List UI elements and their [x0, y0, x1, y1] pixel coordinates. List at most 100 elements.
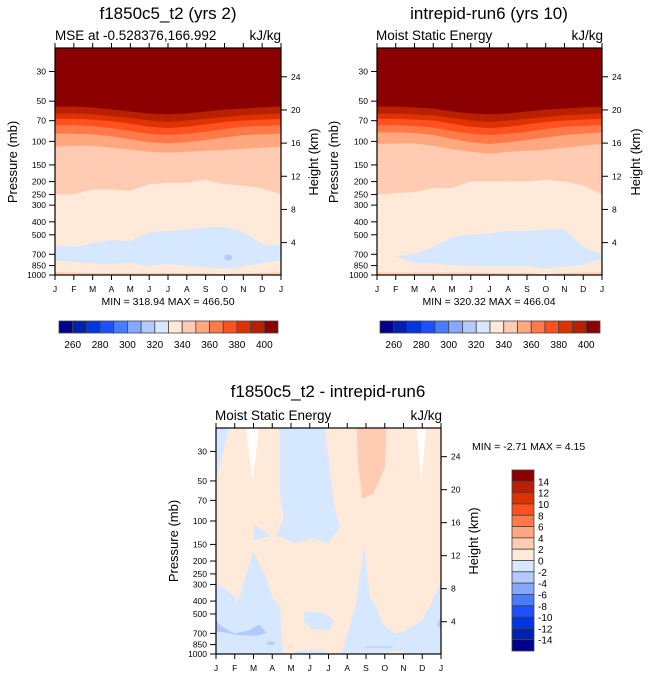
y-right-tick-label: 4 [451, 617, 456, 627]
colorbar-label: 280 [413, 340, 430, 351]
y-right-tick-label: 4 [291, 238, 296, 248]
x-tick-label: O [221, 284, 228, 294]
colorbar-swatch [475, 320, 491, 334]
x-tick-label: S [363, 663, 369, 673]
contour-band [377, 272, 602, 275]
x-tick-label: A [505, 284, 511, 294]
x-tick-label: F [232, 663, 237, 673]
y-axis-label: Pressure (mb) [5, 121, 20, 203]
colorbar-swatch [489, 320, 505, 334]
x-tick-label: M [448, 284, 455, 294]
colorbar-label: 8 [538, 511, 544, 522]
colorbar-swatch [181, 320, 197, 334]
colorbar-swatch [85, 320, 101, 334]
left-string: Moist Static Energy [215, 408, 332, 423]
x-tick-label: A [184, 284, 190, 294]
colorbar-label: -12 [538, 624, 553, 635]
contour-band [55, 272, 281, 275]
colorbar-label: 320 [468, 340, 485, 351]
colorbar-swatch [140, 320, 156, 334]
colorbar-label: 280 [92, 340, 109, 351]
y-right-tick-label: 24 [451, 452, 461, 462]
y-tick-label: 150 [193, 539, 207, 549]
y-tick-label: 100 [193, 516, 207, 526]
missing-gap [246, 428, 260, 481]
x-tick-label: J [469, 284, 473, 294]
colorbar-label: 6 [538, 523, 544, 534]
x-tick-label: J [326, 663, 330, 673]
colorbar-label: 12 [538, 489, 550, 500]
y-right-tick-label: 8 [612, 204, 617, 214]
band-neg2-to-0 [253, 523, 271, 541]
x-tick-label: A [109, 284, 115, 294]
y-tick-label: 30 [37, 67, 47, 77]
x-tick-label: F [71, 284, 76, 294]
colorbar-label: 300 [440, 340, 457, 351]
colorbar-label: 14 [538, 477, 550, 488]
y-tick-label: 500 [32, 230, 46, 240]
colorbar-label: 380 [550, 340, 567, 351]
colorbar-swatch [407, 320, 422, 334]
y-right-tick-label: 16 [291, 138, 301, 148]
y-right-tick-label: 20 [291, 105, 301, 115]
minmax-text: MIN = 320.32 MAX = 466.04 [422, 296, 555, 308]
y-tick-label: 50 [198, 476, 208, 486]
colorbar-swatch [511, 616, 535, 629]
colorbar-swatch [517, 320, 532, 334]
colorbar-swatch [236, 320, 252, 334]
minmax-text: MIN = 318.94 MAX = 466.50 [101, 296, 234, 308]
colorbar-swatch [511, 548, 535, 561]
y-tick-label: 500 [193, 609, 207, 619]
x-tick-label: D [419, 663, 425, 673]
units-label: kJ/kg [410, 408, 442, 423]
colorbar-swatch [511, 537, 535, 550]
band-neg4-to-neg2 [437, 616, 441, 630]
x-tick-label: A [269, 663, 275, 673]
colorbar-label: 340 [495, 340, 512, 351]
x-tick-label: D [259, 284, 265, 294]
panel-title: f1850c5_t2 - intrepid-run6 [231, 382, 426, 401]
colorbar-label: -6 [538, 590, 547, 601]
x-tick-label: D [580, 284, 586, 294]
units-label: kJ/kg [249, 28, 281, 43]
y-tick-label: 70 [359, 116, 369, 126]
x-tick-label: M [287, 663, 294, 673]
y-tick-label: 500 [354, 230, 368, 240]
y-axis-label: Pressure (mb) [166, 500, 181, 582]
colorbar-label: 2 [538, 545, 544, 556]
colorbar-label: 260 [385, 340, 402, 351]
colorbar-swatch [168, 320, 183, 334]
colorbar-swatch [511, 492, 535, 505]
colorbar-swatch [99, 320, 115, 334]
band-neg2-to-0 [304, 611, 335, 630]
y-tick-label: 150 [32, 160, 46, 170]
x-tick-label: S [203, 284, 209, 294]
y-tick-label: 300 [354, 200, 368, 210]
colorbar-swatch [434, 320, 450, 334]
colorbar-swatch [530, 320, 546, 334]
y-tick-label: 400 [32, 217, 46, 227]
colorbar-swatch [195, 320, 210, 334]
colorbar-swatch [511, 627, 535, 641]
colorbar-swatch [154, 320, 169, 334]
y-tick-label: 700 [32, 249, 46, 259]
y-tick-label: 250 [354, 190, 368, 200]
colorbar-swatch [503, 320, 518, 334]
colorbar-swatch [72, 320, 87, 334]
colorbar-swatch [511, 526, 535, 539]
colorbar-label: 360 [523, 340, 540, 351]
colorbar-swatch [585, 320, 601, 334]
colorbar-swatch [511, 480, 535, 494]
missing-gap [416, 428, 426, 481]
colorbar-swatch [448, 320, 463, 334]
colorbar-label: -4 [538, 579, 547, 590]
y-axis-label: Pressure (mb) [326, 121, 341, 203]
y-tick-label: 50 [37, 96, 47, 106]
band-neg4-to-neg2 [216, 620, 267, 636]
colorbar-swatch [209, 320, 224, 334]
x-tick-label: F [393, 284, 398, 294]
colorbar-label: 10 [538, 500, 550, 511]
